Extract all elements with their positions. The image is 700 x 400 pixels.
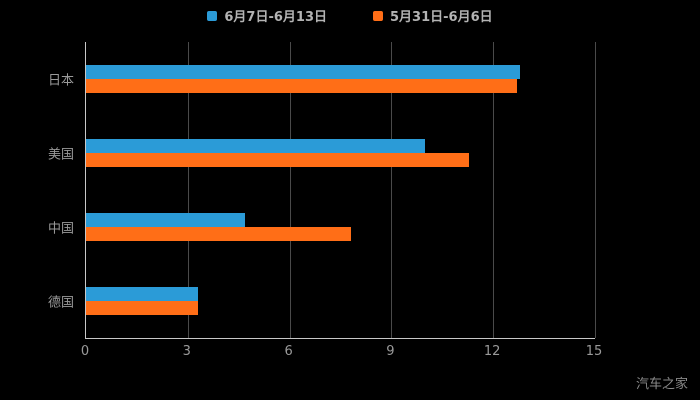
legend-item-series1[interactable]: 6月7日-6月13日 xyxy=(207,6,327,25)
gridline-x15 xyxy=(595,42,596,338)
bar-series1-3 xyxy=(86,213,246,227)
x-tick-label-3: 3 xyxy=(182,344,191,359)
category-row-3: 中国 xyxy=(48,190,595,264)
x-tick-label-6: 6 xyxy=(284,344,293,359)
legend-label-series2: 5月31日-6月6日 xyxy=(390,10,493,25)
x-axis-tick-labels: 0 3 6 9 12 15 xyxy=(81,344,602,362)
legend-marker-blue-icon xyxy=(207,10,218,21)
gridline-x12 xyxy=(493,42,495,338)
x-tick-label-9: 9 xyxy=(386,344,395,359)
bar-series1-2 xyxy=(86,139,426,153)
chart-legend: 6月7日-6月13日 5月31日-6月6日 xyxy=(0,6,700,25)
legend-label-series1: 6月7日-6月13日 xyxy=(224,10,327,25)
plot-area: 日本 美国 中国 德国 xyxy=(48,42,596,339)
bar-series1-1 xyxy=(86,65,521,79)
gridline-x3 xyxy=(187,42,189,338)
bar-series2-3 xyxy=(86,227,351,241)
category-row-4: 德国 xyxy=(48,264,595,338)
bar-series1-4 xyxy=(86,287,198,301)
watermark: 汽车之家 xyxy=(635,377,688,392)
y-axis-category-label: 日本 xyxy=(47,73,74,89)
gridline-x9 xyxy=(391,42,393,338)
category-row-2: 美国 xyxy=(48,116,595,190)
x-tick-label-15: 15 xyxy=(585,344,603,359)
bar-series2-4 xyxy=(86,301,198,315)
y-axis-category-label: 德国 xyxy=(47,295,74,311)
bar-series2-1 xyxy=(86,79,517,93)
legend-marker-orange-icon xyxy=(373,10,383,21)
y-axis-category-label: 美国 xyxy=(47,147,74,163)
legend-item-series2[interactable]: 5月31日-6月6日 xyxy=(373,6,493,25)
bar-series2-2 xyxy=(86,153,470,167)
x-tick-label-12: 12 xyxy=(483,344,501,359)
gridline-x6 xyxy=(289,42,291,338)
x-tick-label-0: 0 xyxy=(80,344,90,359)
y-axis-category-label: 中国 xyxy=(47,221,74,237)
category-row-1: 日本 xyxy=(48,42,595,116)
